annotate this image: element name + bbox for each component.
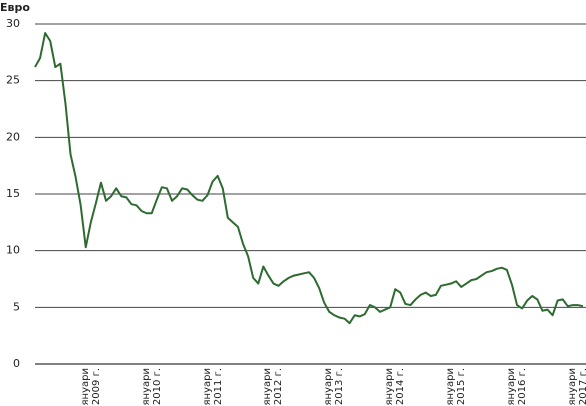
x-tick-label: януари 2017 г. [566,368,586,406]
y-tick-label: 10 [6,244,20,257]
x-tick-label: януари 2015 г. [445,368,468,406]
y-axis-label: Евро [0,1,30,14]
y-tick-label: 30 [6,17,20,30]
y-tick-label: 25 [6,74,20,87]
y-tick-label: 15 [6,187,20,200]
x-tick-label: януари 2014 г. [384,368,407,406]
x-tick-label: януари 2009 г. [79,368,102,406]
x-tick-label: януари 2013 г. [323,368,346,406]
x-tick-label: януари 2010 г. [140,368,163,406]
y-tick-label: 5 [13,300,20,313]
y-tick-label: 20 [6,130,20,143]
data-line [34,32,584,325]
x-tick-label: януари 2011 г. [201,368,224,406]
x-tick-label: януари 2012 г. [262,368,285,406]
x-tick-label: януари 2016 г. [506,368,529,406]
y-tick-label: 0 [13,357,20,370]
